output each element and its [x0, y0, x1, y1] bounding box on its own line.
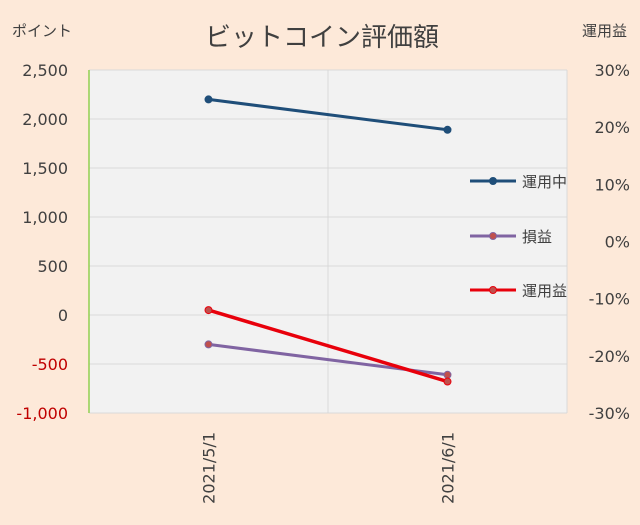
- data-point-運用益: [204, 306, 213, 315]
- y-tick-label: 2,000: [22, 110, 68, 129]
- series-line-運用中: [208, 97, 448, 132]
- y2-tick-label: 30%: [594, 61, 630, 80]
- y-tick-label: -1,000: [16, 404, 68, 423]
- legend-label: 損益: [522, 228, 552, 246]
- y2-tick-label: 10%: [594, 175, 630, 194]
- y-axis-label: ポイント: [12, 22, 72, 40]
- x-tick-label: 2021/6/1: [439, 432, 458, 504]
- series-lines: [204, 95, 452, 386]
- y-tick-label: 1,000: [22, 208, 68, 227]
- data-point-運用中: [443, 125, 452, 134]
- x-axis-ticks: 2021/5/1 2021/6/1: [200, 432, 458, 504]
- y-tick-label: 2,500: [22, 61, 68, 80]
- y-tick-label: -500: [32, 355, 68, 374]
- y-tick-label: 0: [58, 306, 68, 325]
- y2-axis-label: 運用益: [582, 22, 627, 40]
- legend-label: 運用中: [522, 173, 567, 191]
- y-tick-label: 1,500: [22, 159, 68, 178]
- legend-swatch-marker: [489, 177, 497, 185]
- y2-tick-label: -20%: [589, 347, 630, 366]
- y2-tick-label: -10%: [589, 290, 630, 309]
- y2-tick-label: 0%: [605, 233, 630, 252]
- chart-title: ビットコイン評価額: [205, 23, 439, 53]
- legend-swatch-marker: [489, 232, 497, 240]
- data-point-運用益: [443, 377, 452, 386]
- y2-tick-label: 20%: [594, 118, 630, 137]
- legend-label: 運用益: [522, 282, 567, 300]
- data-point-損益: [443, 370, 452, 379]
- left-axis-ticks: 2,500 2,000 1,500 1,000 500 0 -500 -1,000: [16, 61, 68, 423]
- y-tick-label: 500: [37, 257, 68, 276]
- series-line-運用益: [207, 308, 449, 384]
- right-axis-ticks: 30% 20% 10% 0% -10% -20% -30%: [589, 61, 630, 423]
- x-tick-label: 2021/5/1: [200, 432, 219, 504]
- y2-tick-label: -30%: [589, 404, 630, 423]
- gridlines: [89, 69, 568, 414]
- data-point-損益: [204, 340, 213, 349]
- legend-swatch-marker: [489, 286, 497, 294]
- data-point-運用中: [204, 95, 213, 104]
